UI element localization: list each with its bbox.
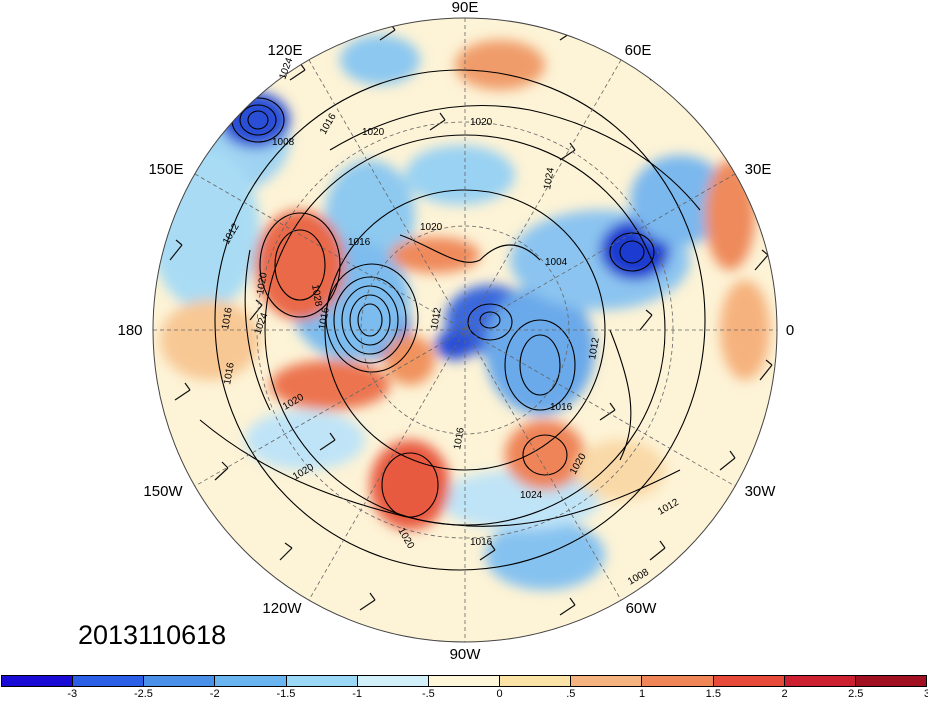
lon-label-60e: 60E <box>625 42 652 59</box>
contour-label: 1020 <box>470 117 493 128</box>
colorbar-tick-label: 2.5 <box>848 688 864 700</box>
contour-label: 1016 <box>222 361 237 385</box>
colorbar-tick-label: -2.5 <box>133 688 153 700</box>
contour-label: 1020 <box>255 271 270 295</box>
contour-label: 1016 <box>550 402 573 413</box>
colorbar-segment <box>784 676 856 686</box>
colorbar-segment <box>642 676 714 686</box>
contour-label: 1016 <box>348 237 371 248</box>
contour-label: 1008 <box>272 137 295 148</box>
contour-label: 1028 <box>309 284 324 308</box>
colorbar-tick-label: -1.5 <box>276 688 296 700</box>
map-boundary <box>152 17 778 643</box>
contour-label: 1016 <box>317 306 332 330</box>
colorbar-tick-label: -.5 <box>421 688 435 700</box>
lon-label-60w: 60W <box>626 600 658 617</box>
wind-barbs <box>169 22 773 616</box>
lon-label-30w: 30W <box>745 483 777 500</box>
colorbar-tick-label: 2 <box>781 688 788 700</box>
contour-label: 1024 <box>520 490 543 501</box>
lon-label-90w: 90W <box>450 646 482 663</box>
colorbar-tick-label: 3 <box>923 688 928 700</box>
colorbar-tick-label: -1 <box>352 688 363 700</box>
colorbar-segment <box>73 676 145 686</box>
colorbar-segment <box>428 676 501 686</box>
contour-label: 1016 <box>470 537 493 548</box>
colorbar-tick-label: 1.5 <box>705 688 721 700</box>
contour-label: 1020 <box>362 127 385 138</box>
colorbar-tick-label: 0 <box>496 688 503 700</box>
colorbar <box>1 675 927 687</box>
timestamp-label: 2013110618 <box>78 620 227 650</box>
colorbar-segment <box>500 676 572 686</box>
colorbar-segment <box>571 676 643 686</box>
contour-label: 1016 <box>220 306 235 330</box>
colorbar-tick-label: -3 <box>67 688 78 700</box>
lon-label-180: 180 <box>117 322 142 339</box>
contour-label: 1024 <box>542 166 557 190</box>
contour-label: 1012 <box>429 306 444 330</box>
lon-label-120w: 120W <box>262 600 302 617</box>
colorbar-segment <box>215 676 287 686</box>
colorbar-segment <box>713 676 785 686</box>
lon-label-120e: 120E <box>267 42 302 59</box>
anomaly-field <box>153 35 770 590</box>
colorbar-segment <box>286 676 358 686</box>
contour-label: 1012 <box>587 336 602 360</box>
graticule <box>153 18 777 642</box>
colorbar-tick-label: .5 <box>566 688 576 700</box>
lon-label-0: 0 <box>786 322 794 339</box>
colorbar-segment <box>855 676 927 686</box>
colorbar-tick-label: 1 <box>639 688 646 700</box>
colorbar-tick-label: -2 <box>209 688 220 700</box>
lon-label-30e: 30E <box>745 161 772 178</box>
colorbar-segment <box>144 676 216 686</box>
lon-label-150w: 150W <box>143 483 183 500</box>
lon-label-150e: 150E <box>148 161 183 178</box>
lon-label-90e: 90E <box>452 0 479 16</box>
contour-label: 1016 <box>452 426 467 450</box>
colorbar-segment <box>357 676 429 686</box>
contour-label: 1020 <box>420 222 443 233</box>
colorbar-segment <box>2 676 74 686</box>
contour-label: 1004 <box>545 257 568 268</box>
